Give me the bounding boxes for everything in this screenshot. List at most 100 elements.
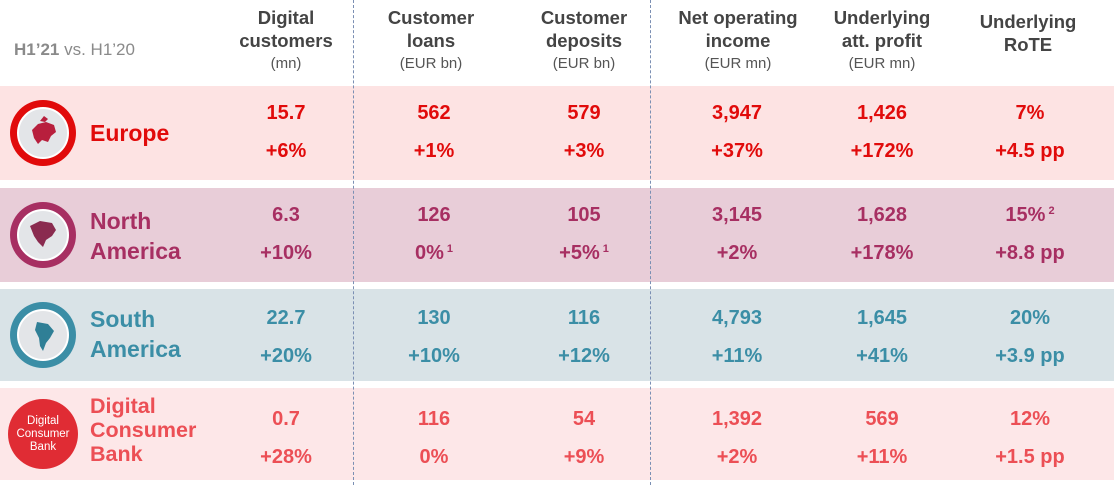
metric-cell-underlying-rote: 20% +3.9 pp xyxy=(960,303,1100,371)
header-unit: (EUR bn) xyxy=(399,55,463,72)
metric-cell-net-operating-income: 4,793 +11% xyxy=(667,303,807,371)
digital-consumer-bank-logo: Digital Consumer Bank xyxy=(8,399,78,469)
column-divider xyxy=(353,0,354,485)
header-digital-customers: Digital customers (mn) xyxy=(224,6,348,80)
metric-cell-customer-loans: 562 +1% xyxy=(364,98,504,166)
metric-value: 1,426 xyxy=(856,102,908,124)
metric-change: +172% xyxy=(850,140,914,162)
metric-value: 7% xyxy=(1015,102,1045,124)
header-unit: (EUR bn) xyxy=(552,55,616,72)
metric-value: 130 xyxy=(417,307,451,329)
header-title: Underlying att. profit xyxy=(833,7,931,51)
metric-value: 15% xyxy=(1005,204,1046,226)
metric-cell-net-operating-income: 3,145 +2% xyxy=(667,200,807,268)
metric-value: 126 xyxy=(417,204,451,226)
metric-value: 22.7 xyxy=(266,307,306,329)
europe-globe-icon xyxy=(10,100,76,166)
metric-cell-underlying-att-profit: 569 +11% xyxy=(812,404,952,472)
metric-change: +2% xyxy=(716,242,758,264)
period-label: H1’21 vs. H1’20 xyxy=(14,40,204,60)
metric-cell-underlying-att-profit: 1,628 +178% xyxy=(812,200,952,268)
metric-value: 116 xyxy=(567,307,601,329)
header-customer-deposits: Customer deposits (EUR bn) xyxy=(514,6,654,80)
metric-value: 20% xyxy=(1009,307,1051,329)
metric-change: +4.5 pp xyxy=(995,140,1065,162)
metric-cell-customer-deposits: 54 +9% xyxy=(514,404,654,472)
metric-change: +41% xyxy=(856,345,908,367)
metric-cell-net-operating-income: 1,392 +2% xyxy=(667,404,807,472)
metric-change: +8.8 pp xyxy=(995,242,1065,264)
metric-cell-digital-customers: 6.3 +10% xyxy=(216,200,356,268)
footnote-marker: 2 xyxy=(1048,205,1055,217)
metric-value: 1,645 xyxy=(856,307,908,329)
metric-change: +10% xyxy=(260,242,312,264)
metric-change: +20% xyxy=(260,345,312,367)
metric-change: +1.5 pp xyxy=(995,446,1065,468)
metric-change: +9% xyxy=(563,446,605,468)
header-underlying-att-profit: Underlying att. profit (EUR mn) xyxy=(814,6,950,80)
metric-change: +2% xyxy=(716,446,758,468)
metric-value: 1,392 xyxy=(711,408,763,430)
footnote-marker: 1 xyxy=(602,243,609,255)
header-unit: (mn) xyxy=(270,55,302,72)
north-america-globe-icon xyxy=(10,202,76,268)
row-europe: Europe xyxy=(0,86,1114,180)
metric-value: 0.7 xyxy=(272,408,300,430)
metric-value: 12% xyxy=(1009,408,1051,430)
metric-change: +10% xyxy=(408,345,460,367)
metric-value: 15.7 xyxy=(266,102,306,124)
metric-change: +1% xyxy=(413,140,455,162)
row-south-america: South America xyxy=(0,289,1114,381)
metric-change: +37% xyxy=(711,140,763,162)
metric-cell-customer-loans: 116 0% xyxy=(364,404,504,472)
metric-cell-underlying-att-profit: 1,426 +172% xyxy=(812,98,952,166)
period-current: H1’21 xyxy=(14,40,60,59)
metric-cell-digital-customers: 0.7 +28% xyxy=(216,404,356,472)
metric-cell-underlying-rote: 7% +4.5 pp xyxy=(960,98,1100,166)
metric-value: 105 xyxy=(567,204,601,226)
metric-value: 116 xyxy=(417,408,451,430)
metric-cell-customer-loans: 130 +10% xyxy=(364,303,504,371)
logo-text: Digital Consumer Bank xyxy=(16,414,70,453)
metric-cell-customer-deposits: 579 +3% xyxy=(514,98,654,166)
metric-value: 4,793 xyxy=(711,307,763,329)
header-title: Digital customers xyxy=(239,7,333,51)
metric-value: 1,628 xyxy=(856,204,908,226)
metric-change: +11% xyxy=(711,345,763,367)
metric-value: 562 xyxy=(417,102,451,124)
header-net-operating-income: Net operating income (EUR mn) xyxy=(660,6,816,80)
header-underlying-rote: Underlying RoTE xyxy=(958,10,1098,84)
metric-change: 0% xyxy=(414,242,444,264)
metric-cell-underlying-att-profit: 1,645 +41% xyxy=(812,303,952,371)
region-name: South America xyxy=(90,306,181,362)
metric-change: +6% xyxy=(265,140,307,162)
row-north-america: North America xyxy=(0,188,1114,282)
metric-change: +28% xyxy=(260,446,312,468)
region-name: Europe xyxy=(90,120,170,146)
metric-change: +178% xyxy=(850,242,914,264)
metric-cell-underlying-rote: 15% 2 +8.8 pp xyxy=(960,200,1100,268)
column-divider xyxy=(650,0,651,485)
metric-change: +11% xyxy=(856,446,908,468)
row-digital-consumer-bank: Digital Consumer Bank xyxy=(0,388,1114,480)
metric-value: 3,947 xyxy=(711,102,763,124)
header-title: Customer loans xyxy=(387,7,475,51)
metric-value: 54 xyxy=(572,408,596,430)
header-title: Net operating income xyxy=(678,7,798,51)
metric-value: 579 xyxy=(567,102,601,124)
metric-change: +12% xyxy=(558,345,610,367)
metric-cell-customer-deposits: 116 +12% xyxy=(514,303,654,371)
metric-value: 569 xyxy=(865,408,899,430)
metric-value: 3,145 xyxy=(711,204,763,226)
metric-change: +5% xyxy=(559,242,600,264)
header-customer-loans: Customer loans (EUR bn) xyxy=(364,6,498,80)
header-unit: (EUR mn) xyxy=(848,55,916,72)
metric-cell-customer-deposits: 105 +5% 1 xyxy=(514,200,654,268)
header-title: Underlying RoTE xyxy=(979,11,1077,55)
metric-cell-underlying-rote: 12% +1.5 pp xyxy=(960,404,1100,472)
metric-cell-digital-customers: 15.7 +6% xyxy=(216,98,356,166)
period-compare: vs. H1’20 xyxy=(59,40,135,59)
south-america-globe-icon xyxy=(10,302,76,368)
metric-cell-net-operating-income: 3,947 +37% xyxy=(667,98,807,166)
header-unit: (EUR mn) xyxy=(704,55,772,72)
